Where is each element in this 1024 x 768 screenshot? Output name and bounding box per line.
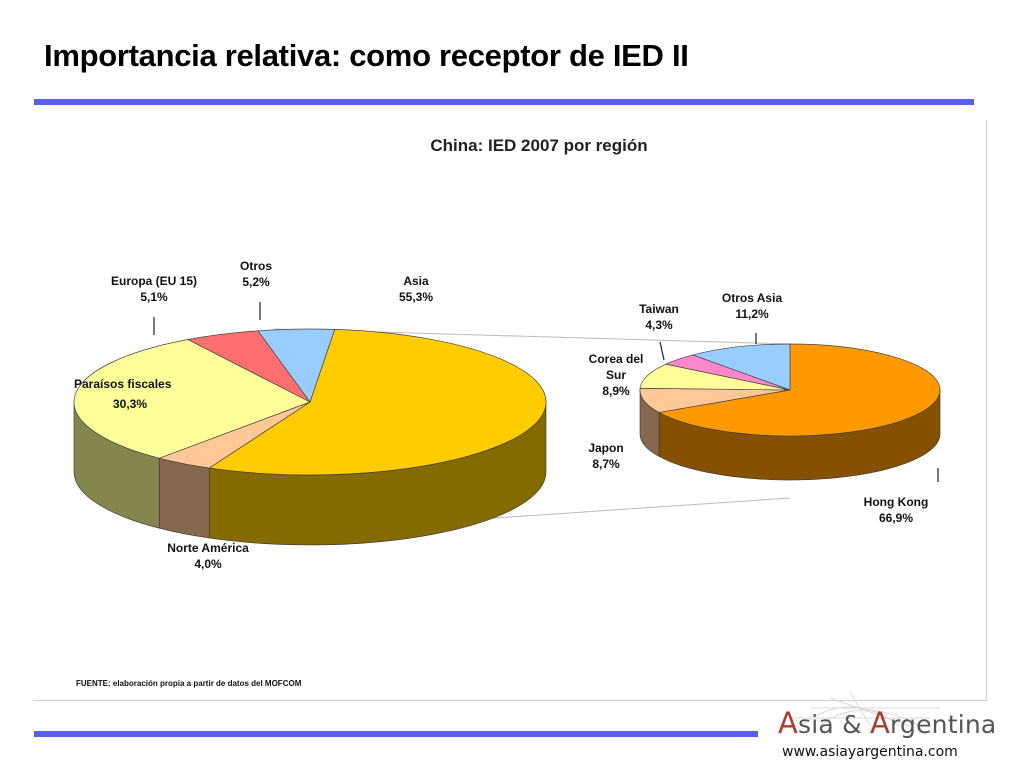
main-slice-otros (257, 328, 336, 403)
website-url: www.asiayargentina.com (782, 744, 958, 760)
main-slice-asia (208, 329, 547, 476)
chart-frame: China: IED 2007 por región Asia 55,3% Otro… (34, 120, 987, 701)
pie-charts: China: IED 2007 por región Asia 55,3% Otro… (73, 136, 941, 688)
title-underline (34, 99, 974, 105)
label-paraisos-fiscales: Paraísos fiscales (74, 377, 172, 391)
label-otros: Otros 5,2% (240, 259, 272, 289)
brand-logo: Asia & Argentina (778, 706, 997, 740)
label-paraisos-fiscales-value: 30,3% (113, 397, 147, 411)
label-otros-asia: Otros Asia 11,2% (722, 291, 783, 321)
chart-title: China: IED 2007 por región (430, 136, 647, 155)
label-norte-america: Norte América 4,0% (167, 541, 249, 571)
slide-title: Importancia relativa: como receptor de I… (44, 38, 689, 73)
source-note: FUENTE: elaboración propia a partir de d… (76, 679, 302, 688)
main-pie (73, 328, 791, 546)
label-leader-line (659, 341, 665, 361)
asia-breakdown-pie (639, 343, 941, 481)
label-japon: Japon 8,7% (588, 441, 623, 471)
globe-grid-icon (790, 691, 940, 727)
pie-labels: Asia 55,3% Otros 5,2% Europa (EU 15) 5,1% Para… (74, 259, 939, 571)
asia-slice-japon (639, 387, 791, 413)
label-hong-kong: Hong Kong 66,9% (864, 495, 929, 525)
label-corea-del-sur: Corea del Sur 8,9% (589, 352, 644, 398)
label-europa: Europa (EU 15) 5,1% (111, 274, 197, 304)
main-slice-para-sos-fiscales (73, 339, 311, 459)
label-taiwan: Taiwan 4,3% (639, 302, 679, 332)
asia-slice-hong-kong (657, 343, 941, 437)
label-asia: Asia 55,3% (399, 274, 433, 304)
main-side-norte-am-rica (158, 457, 210, 539)
footer-rule (34, 731, 758, 737)
asia-slice-otros-asia (691, 343, 791, 391)
asia-slice-corea-del-sur (639, 363, 791, 391)
